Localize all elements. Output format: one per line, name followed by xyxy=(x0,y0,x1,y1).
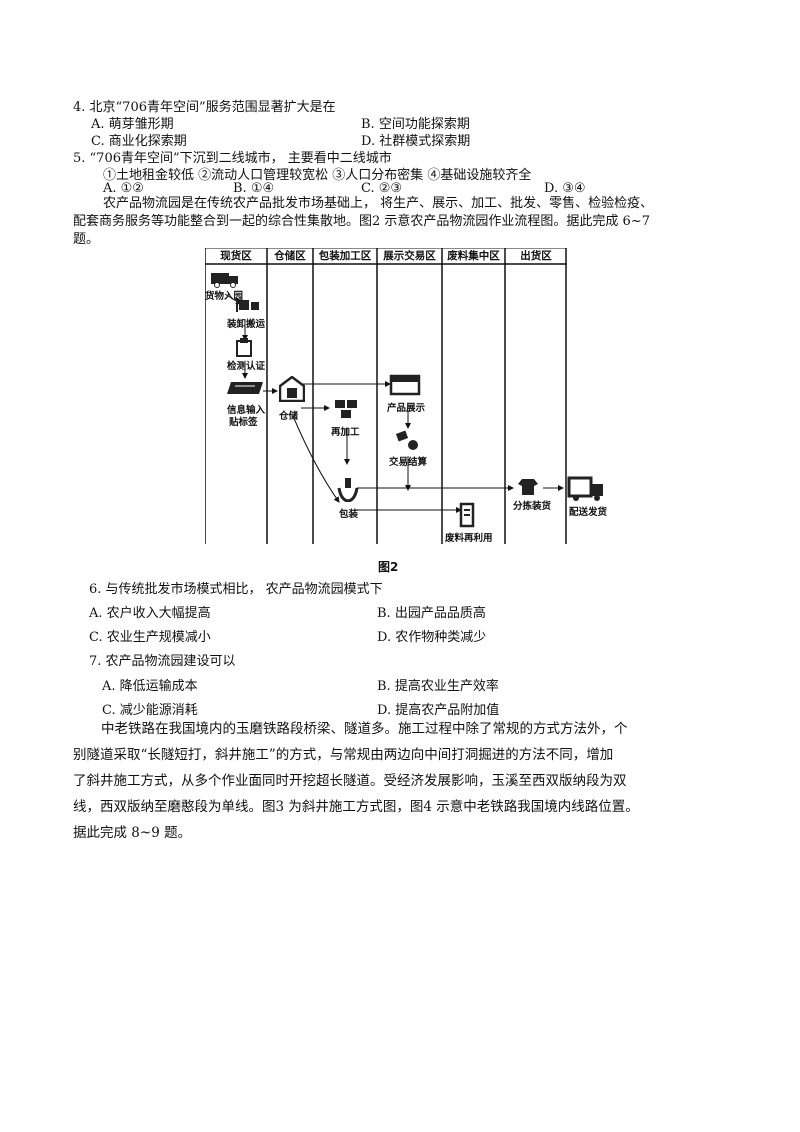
step-sort: 分拣装货 xyxy=(513,501,552,512)
step-trade: 交易结算 xyxy=(389,457,428,468)
intro1-line1: 农产品物流园是在传统农产品批发市场基础上， 将生产、展示、加工、批发、零售、检验… xyxy=(103,196,654,211)
zone-storage: 仓储区 xyxy=(274,250,306,262)
q6-option-d[interactable]: D. 农作物种类减少 xyxy=(377,630,487,645)
step-storage: 仓储 xyxy=(279,411,299,422)
truck-icon xyxy=(211,273,238,288)
q6-option-b[interactable]: B. 出园产品品质高 xyxy=(377,606,486,621)
q4-option-b[interactable]: B. 空间功能探索期 xyxy=(361,117,470,132)
step-reprocess: 再加工 xyxy=(331,427,360,438)
q7-option-c[interactable]: C. 减少能源消耗 xyxy=(102,703,198,718)
q7-option-d[interactable]: D. 提高农产品附加值 xyxy=(377,703,500,718)
q4-stem: 4. 北京“706青年空间”服务范围显著扩大是在 xyxy=(73,100,336,115)
q6-stem: 6. 与传统批发市场模式相比， 农产品物流园模式下 xyxy=(89,582,383,597)
trade-settlement-icon xyxy=(395,430,418,450)
zone-packaging: 包装加工区 xyxy=(318,250,372,262)
figure-2-flowchart: 现货区 仓储区 包装加工区 展示交易区 废料集中区 出货区 xyxy=(205,248,567,544)
q6-option-c[interactable]: C. 农业生产规模减小 xyxy=(89,630,211,645)
step-info-input: 信息输入 xyxy=(227,405,266,416)
intro2-line4: 线，西双版纳至磨憨段为单线。图3 为斜井施工方式图，图4 示意中老铁路我国境内线… xyxy=(73,799,639,815)
q6-option-a[interactable]: A. 农户收入大幅提高 xyxy=(89,606,211,621)
q4-option-a[interactable]: A. 萌芽雏形期 xyxy=(91,117,174,132)
reprocess-boxes-icon xyxy=(335,400,357,418)
waste-recycling-icon xyxy=(459,502,475,528)
step-unload: 装卸搬运 xyxy=(227,319,266,330)
q7-option-a[interactable]: A. 降低运输成本 xyxy=(102,679,198,694)
flowchart-lines xyxy=(205,248,567,544)
q4-option-c[interactable]: C. 商业化探索期 xyxy=(91,134,187,149)
step-display: 产品展示 xyxy=(387,403,426,414)
intro1-line3: 题。 xyxy=(73,232,100,247)
figure-2-caption: 图2 xyxy=(378,560,399,574)
q4-option-d[interactable]: D. 社群模式探索期 xyxy=(361,134,471,149)
q5-option-d[interactable]: D. ③④ xyxy=(544,181,586,196)
display-shop-icon xyxy=(389,374,421,396)
q5-option-b[interactable]: B. ①④ xyxy=(233,181,275,196)
q5-option-a[interactable]: A. ①② xyxy=(103,181,144,196)
intro2-line5: 据此完成 8~9 题。 xyxy=(73,825,192,841)
step-waste-reuse: 废料再利用 xyxy=(445,533,493,544)
intro1-line2: 配套商务服务等功能整合到一起的综合性集散地。图2 示意农产品物流园作业流程图。据… xyxy=(73,214,650,229)
q5-items: ①土地租金较低 ②流动人口管理较宽松 ③人口分布密集 ④基础设施较齐全 xyxy=(103,168,532,183)
warehouse-icon xyxy=(279,376,305,402)
intro2-line1: 中老铁路在我国境内的玉磨铁路段桥梁、隧道多。施工过程中除了常规的方式方法外，个 xyxy=(101,721,628,737)
zone-spot-goods: 现货区 xyxy=(220,250,252,262)
forklift-icon xyxy=(236,298,259,312)
zone-waste: 废料集中区 xyxy=(447,250,500,262)
q7-option-b[interactable]: B. 提高农业生产效率 xyxy=(377,679,499,694)
step-inspect: 检测认证 xyxy=(227,361,266,372)
packaging-hands-icon xyxy=(337,478,359,502)
zone-display-trade: 展示交易区 xyxy=(383,250,436,262)
inspection-icon xyxy=(236,338,252,357)
step-label: 贴标签 xyxy=(229,417,258,428)
label-machine-icon xyxy=(227,382,263,394)
q5-option-c[interactable]: C. ②③ xyxy=(361,181,403,196)
zone-shipping: 出货区 xyxy=(520,250,552,262)
step-ship: 配送发货 xyxy=(569,507,608,518)
step-pack: 包装 xyxy=(339,509,359,520)
q5-stem: 5. “706青年空间”下沉到二线城市， 主要看中二线城市 xyxy=(73,151,392,166)
q7-stem: 7. 农产品物流园建设可以 xyxy=(89,654,236,669)
sorting-shirt-icon xyxy=(518,479,538,495)
step-goods-arrive: 货物入园 xyxy=(205,291,244,302)
intro2-line2: 别隧道采取“长隧短打，斜井施工”的方式，与常规由两边向中间打洞掘进的方法不同，增… xyxy=(73,747,614,763)
delivery-truck-icon xyxy=(567,476,603,501)
intro2-line3: 了斜井施工方式，从多个作业面同时开挖超长隧道。受经济发展影响，玉溪至西双版纳段为… xyxy=(73,773,627,789)
